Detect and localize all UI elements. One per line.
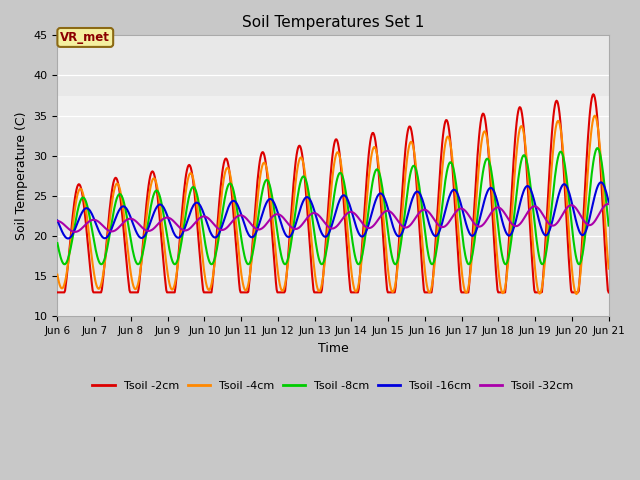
Tsoil -16cm bbox=[54, 217, 61, 223]
Tsoil -4cm bbox=[573, 291, 580, 297]
X-axis label: Time: Time bbox=[317, 342, 348, 355]
Tsoil -16cm bbox=[605, 199, 612, 204]
Tsoil -2cm bbox=[120, 232, 128, 238]
Tsoil -2cm bbox=[400, 164, 408, 170]
Tsoil -16cm bbox=[417, 192, 424, 198]
Tsoil -32cm bbox=[604, 201, 612, 207]
Y-axis label: Soil Temperature (C): Soil Temperature (C) bbox=[15, 112, 28, 240]
Tsoil -16cm bbox=[206, 228, 214, 234]
Tsoil -16cm bbox=[121, 204, 129, 210]
Tsoil -8cm bbox=[63, 258, 71, 264]
Tsoil -32cm bbox=[401, 225, 408, 230]
Tsoil -32cm bbox=[206, 217, 214, 223]
Tsoil -8cm bbox=[417, 195, 424, 201]
Tsoil -8cm bbox=[176, 247, 184, 253]
Tsoil -16cm bbox=[177, 233, 185, 239]
Tsoil -4cm bbox=[416, 211, 424, 217]
Tsoil -16cm bbox=[63, 236, 71, 241]
Tsoil -8cm bbox=[593, 145, 601, 151]
Tsoil -4cm bbox=[605, 266, 612, 272]
Tsoil -32cm bbox=[63, 225, 71, 230]
Tsoil -16cm bbox=[401, 223, 408, 229]
Tsoil -2cm bbox=[589, 91, 597, 97]
Tsoil -2cm bbox=[176, 233, 184, 239]
Line: Tsoil -32cm: Tsoil -32cm bbox=[58, 204, 609, 232]
Tsoil -16cm bbox=[64, 236, 72, 241]
Title: Soil Temperatures Set 1: Soil Temperatures Set 1 bbox=[242, 15, 424, 30]
Tsoil -2cm bbox=[63, 268, 71, 274]
Tsoil -32cm bbox=[71, 229, 79, 235]
Tsoil -2cm bbox=[605, 289, 612, 295]
Tsoil -4cm bbox=[54, 272, 61, 277]
Tsoil -4cm bbox=[205, 287, 213, 293]
Tsoil -4cm bbox=[400, 189, 408, 194]
Tsoil -8cm bbox=[401, 211, 408, 216]
Text: VR_met: VR_met bbox=[60, 31, 110, 44]
Tsoil -2cm bbox=[205, 289, 213, 295]
Tsoil -2cm bbox=[54, 289, 61, 295]
Tsoil -16cm bbox=[597, 180, 605, 185]
Tsoil -4cm bbox=[176, 242, 184, 248]
Tsoil -2cm bbox=[416, 235, 424, 241]
Bar bbox=[58, 96, 609, 196]
Tsoil -4cm bbox=[63, 266, 71, 272]
Tsoil -8cm bbox=[120, 200, 128, 206]
Line: Tsoil -4cm: Tsoil -4cm bbox=[58, 116, 609, 294]
Tsoil -8cm bbox=[54, 240, 61, 246]
Tsoil -8cm bbox=[244, 262, 252, 267]
Tsoil -4cm bbox=[120, 214, 128, 220]
Legend: Tsoil -2cm, Tsoil -4cm, Tsoil -8cm, Tsoil -16cm, Tsoil -32cm: Tsoil -2cm, Tsoil -4cm, Tsoil -8cm, Tsoi… bbox=[88, 376, 578, 395]
Tsoil -32cm bbox=[54, 218, 61, 224]
Tsoil -32cm bbox=[605, 201, 612, 207]
Tsoil -32cm bbox=[177, 226, 185, 231]
Line: Tsoil -8cm: Tsoil -8cm bbox=[58, 148, 609, 264]
Tsoil -32cm bbox=[417, 208, 424, 214]
Line: Tsoil -16cm: Tsoil -16cm bbox=[58, 182, 609, 239]
Tsoil -32cm bbox=[121, 218, 129, 224]
Tsoil -4cm bbox=[591, 113, 598, 119]
Tsoil -8cm bbox=[205, 258, 213, 264]
Line: Tsoil -2cm: Tsoil -2cm bbox=[58, 94, 609, 292]
Tsoil -8cm bbox=[605, 223, 612, 228]
